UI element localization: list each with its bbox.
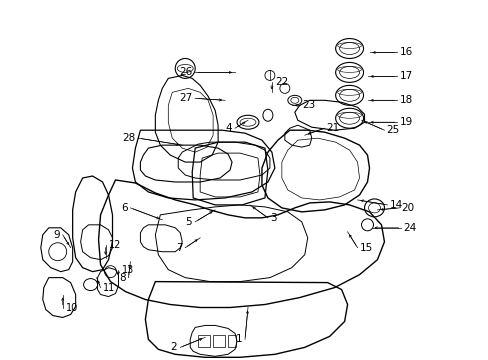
Text: 26: 26 (179, 67, 192, 77)
Text: 17: 17 (399, 71, 412, 81)
Text: 9: 9 (53, 230, 60, 240)
Bar (198, 336, 210, 347)
Bar (227, 336, 236, 347)
Text: 20: 20 (401, 203, 414, 213)
Text: 2: 2 (170, 342, 177, 352)
Text: 1: 1 (235, 334, 242, 345)
Text: 7: 7 (175, 243, 182, 253)
Text: 8: 8 (119, 273, 125, 283)
Text: 15: 15 (359, 243, 372, 253)
Text: 25: 25 (386, 125, 399, 135)
Text: 14: 14 (388, 200, 402, 210)
Text: 12: 12 (108, 240, 121, 250)
Text: 28: 28 (122, 133, 135, 143)
Text: 4: 4 (225, 123, 232, 133)
Text: 19: 19 (399, 117, 412, 127)
Text: 3: 3 (269, 213, 276, 223)
Text: 23: 23 (301, 100, 314, 110)
Text: 27: 27 (179, 93, 192, 103)
Bar (213, 336, 224, 347)
Text: 18: 18 (399, 95, 412, 105)
Text: 21: 21 (326, 123, 339, 133)
Text: 13: 13 (121, 265, 133, 275)
Text: 24: 24 (403, 223, 416, 233)
Text: 5: 5 (185, 217, 192, 227)
Text: 16: 16 (399, 48, 412, 58)
Text: 22: 22 (274, 77, 287, 87)
Text: 10: 10 (65, 302, 78, 312)
Text: 6: 6 (121, 203, 127, 213)
Text: 11: 11 (102, 283, 115, 293)
